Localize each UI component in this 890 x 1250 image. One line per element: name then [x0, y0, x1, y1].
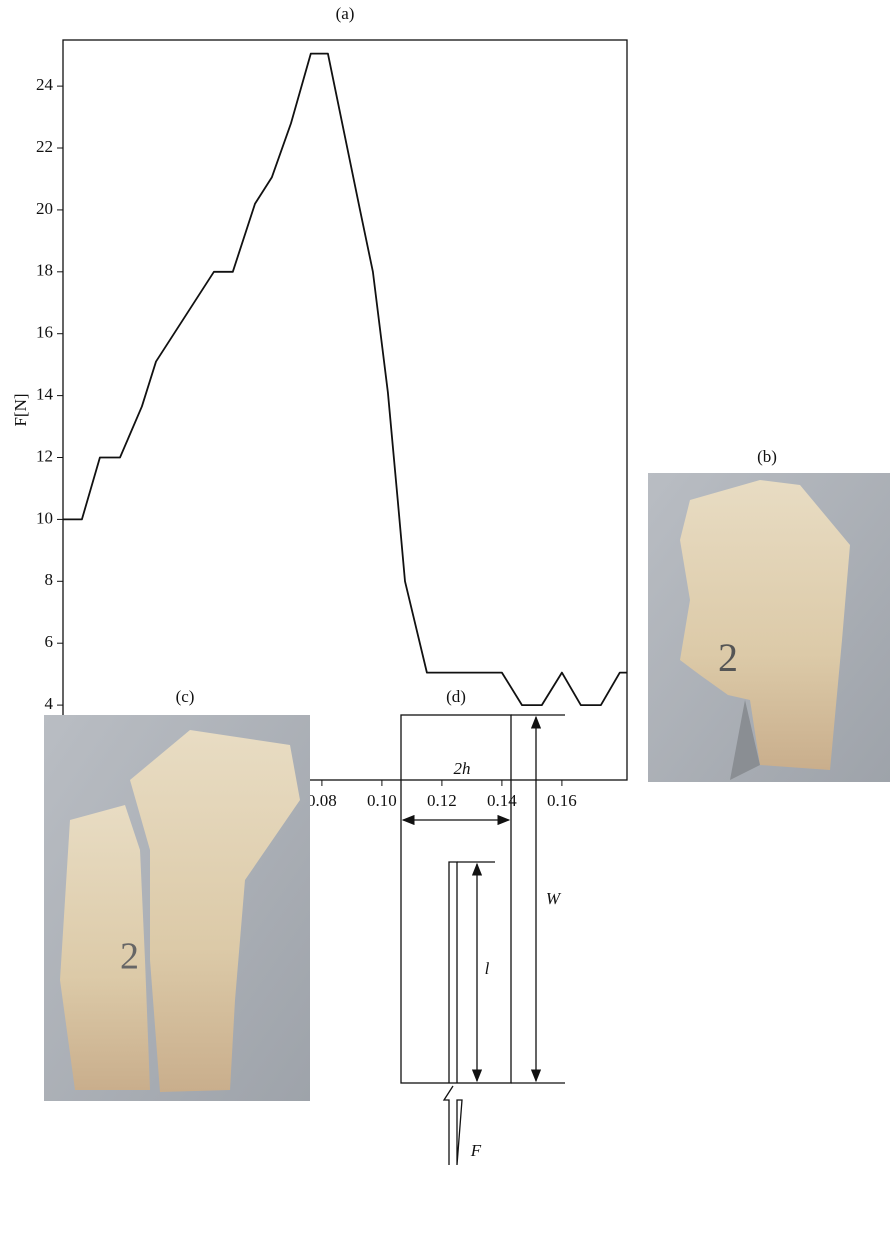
crack-label: l [485, 959, 490, 978]
photo-c: 2 [44, 715, 310, 1101]
y-tick-label: 14 [36, 385, 54, 404]
panel-title: (a) [336, 4, 355, 23]
figure: (a) F[N] 2468101214161820222400.020.040.… [0, 0, 890, 1250]
x-tick-label: 0.08 [307, 791, 337, 810]
y-tick-label: 24 [36, 75, 54, 94]
data-line [63, 54, 627, 705]
plot: 2468101214161820222400.020.040.060.080.1… [36, 40, 627, 810]
y-tick-label: 6 [45, 632, 54, 651]
height-label: W [546, 889, 562, 908]
x-tick-label: 0.12 [427, 791, 457, 810]
panel-label: (b) [757, 447, 777, 466]
x-tick-label: 0.14 [487, 791, 517, 810]
y-tick-label: 8 [45, 570, 54, 589]
force-label: F [470, 1141, 482, 1160]
specimen-diagram [401, 715, 565, 1165]
photo-mark: 2 [120, 936, 139, 978]
y-tick-label: 12 [36, 446, 53, 465]
y-tick-label: 20 [36, 199, 53, 218]
x-tick-label: 0.10 [367, 791, 397, 810]
y-tick-label: 16 [36, 323, 53, 342]
width-label: 2h [454, 759, 471, 778]
panel-label: (c) [176, 687, 195, 706]
y-tick-label: 10 [36, 508, 53, 527]
y-tick-label: 18 [36, 261, 53, 280]
plot-frame [63, 40, 627, 780]
y-tick-label: 22 [36, 137, 53, 156]
x-tick-label: 0.16 [547, 791, 577, 810]
photo-b: 2 [648, 473, 890, 782]
y-axis-label: F[N] [11, 393, 30, 426]
panel-label: (d) [446, 687, 466, 706]
photo-mark: 2 [718, 635, 738, 680]
y-tick-label: 4 [45, 694, 54, 713]
